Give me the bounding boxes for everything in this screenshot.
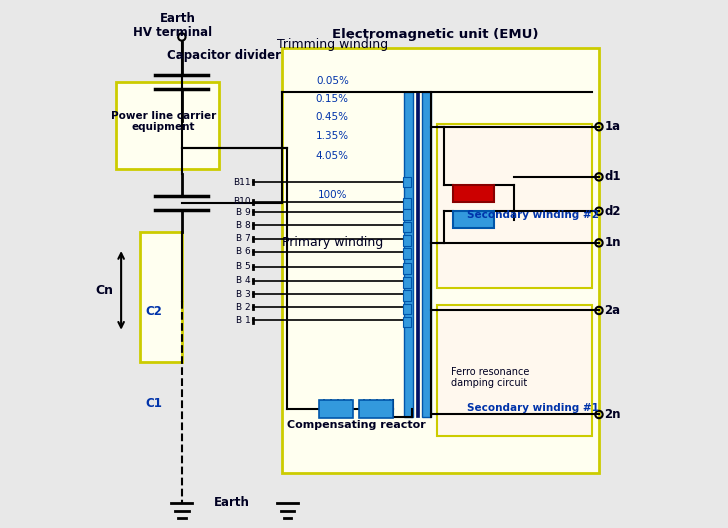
Text: B 1: B 1 — [236, 316, 250, 325]
Text: 1a: 1a — [604, 120, 620, 133]
Text: B 5: B 5 — [236, 262, 250, 271]
Text: Electromagnetic unit (EMU): Electromagnetic unit (EMU) — [332, 28, 539, 41]
Text: 0.05%: 0.05% — [316, 76, 349, 86]
Text: 2a: 2a — [604, 304, 620, 317]
Bar — [403, 198, 411, 209]
Text: B 9: B 9 — [236, 208, 250, 217]
Text: d2: d2 — [604, 205, 621, 218]
Text: Secondary winding #1: Secondary winding #1 — [467, 403, 599, 412]
Text: B 7: B 7 — [236, 234, 250, 243]
Bar — [403, 222, 411, 232]
Text: 2n: 2n — [604, 408, 621, 421]
Text: C2: C2 — [145, 305, 162, 318]
Text: Capacitor divider: Capacitor divider — [167, 49, 281, 62]
Bar — [403, 248, 411, 259]
Bar — [453, 185, 494, 202]
Text: B 6: B 6 — [236, 247, 250, 257]
Text: 0.15%: 0.15% — [316, 95, 349, 104]
Bar — [416, 92, 419, 417]
Bar — [422, 92, 430, 417]
Bar — [453, 211, 494, 228]
Bar — [403, 235, 411, 246]
Bar — [403, 277, 411, 288]
Text: B 8: B 8 — [236, 221, 250, 230]
Text: 1n: 1n — [604, 237, 621, 249]
Text: Power line carrier
equipment: Power line carrier equipment — [111, 111, 216, 132]
Bar — [116, 82, 219, 169]
Bar — [437, 305, 592, 436]
Bar — [403, 209, 411, 220]
Text: Ferro resonance
damping circuit: Ferro resonance damping circuit — [451, 367, 529, 388]
Text: B11: B11 — [233, 177, 250, 187]
Bar — [403, 304, 411, 314]
Text: 0.45%: 0.45% — [316, 112, 349, 122]
Bar — [403, 177, 411, 187]
Text: Primary winding: Primary winding — [282, 237, 383, 249]
Text: Trimming winding: Trimming winding — [277, 39, 388, 51]
Text: 1.35%: 1.35% — [316, 131, 349, 141]
Text: 100%: 100% — [317, 191, 347, 200]
Text: B 4: B 4 — [236, 276, 250, 286]
Bar — [359, 400, 393, 418]
Text: Cn: Cn — [95, 284, 113, 297]
Text: C1: C1 — [145, 398, 162, 410]
Bar — [282, 48, 599, 473]
Text: d1: d1 — [604, 171, 621, 183]
Text: B 2: B 2 — [236, 303, 250, 312]
Text: Secondary winding #2: Secondary winding #2 — [467, 210, 599, 220]
Text: HV terminal: HV terminal — [133, 26, 213, 39]
Bar — [437, 124, 592, 288]
Bar — [140, 232, 182, 362]
Text: Compensating reactor: Compensating reactor — [287, 420, 425, 430]
Bar — [403, 290, 411, 301]
Bar — [403, 317, 411, 327]
Bar — [319, 400, 353, 418]
Text: Earth: Earth — [213, 496, 250, 509]
Text: Earth: Earth — [160, 12, 196, 25]
Text: B10: B10 — [233, 197, 250, 206]
Bar — [404, 92, 413, 417]
Text: 4.05%: 4.05% — [316, 151, 349, 161]
Bar — [403, 263, 411, 274]
Text: B 3: B 3 — [236, 289, 250, 299]
